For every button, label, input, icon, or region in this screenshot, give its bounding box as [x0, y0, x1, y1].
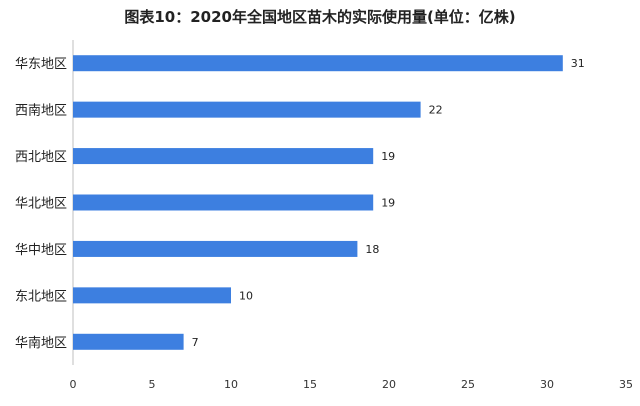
category-label-5: 华中地区 — [15, 243, 67, 258]
bar-5 — [73, 240, 358, 257]
x-tick-label-15: 15 — [303, 378, 317, 391]
value-label-2: 22 — [429, 104, 443, 117]
x-tick-label-20: 20 — [382, 378, 396, 391]
bar-4 — [73, 194, 374, 211]
x-tick-label-10: 10 — [224, 378, 238, 391]
x-tick-label-30: 30 — [540, 378, 554, 391]
category-label-1: 华东地区 — [15, 57, 67, 72]
value-label-5: 18 — [365, 243, 379, 256]
value-label-6: 10 — [239, 289, 253, 302]
bar-3 — [73, 148, 374, 165]
category-label-7: 华南地区 — [15, 335, 67, 351]
x-tick-label-25: 25 — [461, 378, 475, 391]
bar-1 — [73, 55, 563, 72]
x-tick-label-0: 0 — [70, 378, 77, 391]
value-label-7: 7 — [192, 336, 199, 349]
x-tick-label-35: 35 — [619, 378, 633, 391]
bar-2 — [73, 101, 421, 118]
category-label-3: 西北地区 — [15, 150, 67, 165]
bar-6 — [73, 287, 231, 304]
category-label-2: 西南地区 — [15, 103, 67, 119]
category-label-6: 东北地区 — [15, 289, 67, 304]
value-label-3: 19 — [381, 150, 395, 163]
value-label-1: 31 — [571, 57, 585, 70]
bar-7 — [73, 333, 184, 350]
x-tick-label-5: 5 — [149, 378, 156, 391]
chart-title: 图表10：2020年全国地区苗木的实际使用量(单位：亿株) — [124, 8, 516, 26]
value-label-4: 19 — [381, 197, 395, 210]
category-label-4: 华北地区 — [15, 197, 67, 212]
